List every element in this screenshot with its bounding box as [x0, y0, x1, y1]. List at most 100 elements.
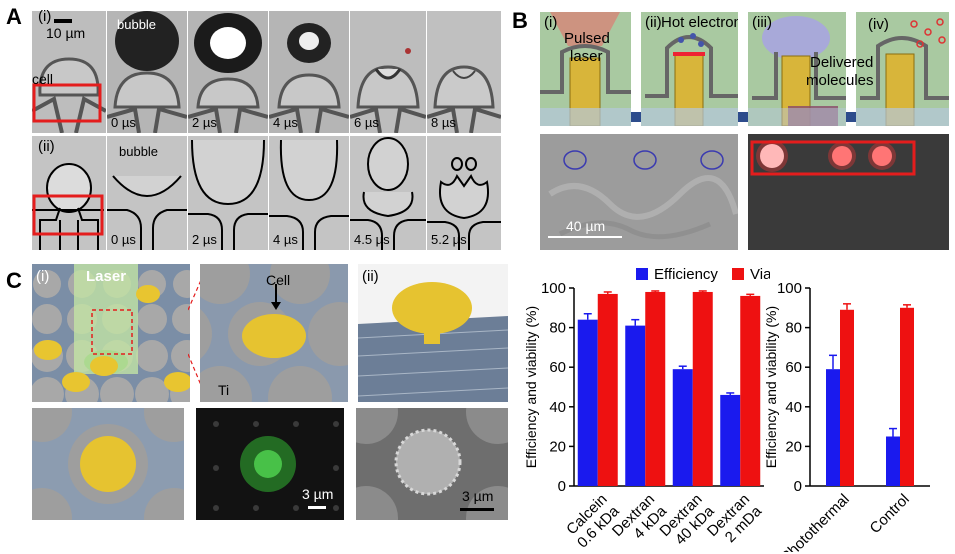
b-molecules-label: molecules [806, 72, 874, 89]
chart2-category-0-line-0: Photothermal [778, 491, 853, 552]
c-cell-label: Cell [266, 272, 291, 288]
chart2-ytick-label-0: 0 [794, 478, 802, 495]
panel-a-letter: A [6, 4, 22, 29]
b-fluorescence-image [748, 134, 949, 250]
chart1-bar-efficiency-0 [577, 319, 598, 486]
b-scale-bar [548, 236, 622, 238]
a1-time-4: 8 µs [431, 115, 456, 130]
panel-a-row1-label: (i) [38, 8, 52, 25]
c-topview-drawing [32, 408, 184, 520]
a1-frame-4us-drawing [269, 11, 349, 133]
b-laser-label: laser [570, 48, 603, 65]
b-step-2-drawing [641, 12, 738, 126]
b-step-1-label: (i) [544, 14, 558, 31]
chart2-bar-efficiency-1 [886, 436, 900, 486]
chart1-category-2: Dextran40 kDa [656, 490, 718, 552]
a1-time-0: 0 µs [111, 115, 136, 130]
b-hot-electrons-label: Hot electrons [661, 14, 738, 31]
chart1-legend-label-1: Viability [750, 266, 770, 283]
c-topview [32, 408, 184, 520]
panel-b-letter: B [512, 8, 528, 33]
c-laser-label: Laser [86, 268, 127, 285]
a1-frame-6us-drawing [350, 11, 426, 133]
a2-frame-4us-drawing [269, 139, 349, 250]
b-step-3-drawing [748, 12, 846, 126]
a1-frame-0us-drawing [107, 11, 187, 133]
a2-frame-45us: 4.5 µs [350, 136, 426, 250]
chart1-category-0: Calcein0.6 kDa [562, 490, 623, 551]
b-brightfield-image: 40 µm [540, 134, 738, 250]
a2-time-3: 4.5 µs [354, 232, 390, 247]
chart1-category-1: Dextran4 kDa [609, 490, 671, 552]
chart1-bar-efficiency-3 [720, 394, 741, 486]
a2-frame-52us-drawing [427, 157, 501, 250]
a1-scale-bar [54, 19, 72, 23]
a1-time-3: 6 µs [354, 115, 379, 130]
b-step-4: (iv) [856, 12, 949, 126]
a2-roi-box [32, 194, 104, 236]
chart2-ytick-label-1: 20 [785, 438, 802, 455]
b-step-2-label: (ii) [645, 14, 662, 31]
chart1-legend-label-0: Efficiency [654, 266, 718, 283]
c-ti-label: Ti [218, 382, 230, 398]
a1-time-1: 2 µs [192, 115, 217, 130]
chart2-bar-viability-1 [900, 307, 914, 486]
chart1-bar-viability-2 [692, 291, 713, 486]
a1-frame-8us-drawing [427, 11, 501, 133]
chart1-bar-viability-3 [740, 295, 761, 486]
a1-frame-6us: 6 µs [350, 11, 426, 133]
b-step-3-label: (iii) [752, 14, 772, 31]
panel-a-row2-label: (ii) [38, 138, 55, 155]
chart2-ytick-label-3: 60 [785, 359, 802, 376]
chart2-bar-viability-0 [840, 309, 854, 486]
a1-frame-cell-drawing [32, 11, 106, 133]
chart1-bar-viability-0 [597, 293, 618, 486]
a2-frame-2us: 2 µs [188, 136, 268, 250]
a1-frame-0us: bubble 0 µs [107, 11, 187, 133]
a2-bubble-label: bubble [119, 144, 159, 159]
b-cell-circle-3 [700, 150, 724, 170]
b-laser-cone [550, 12, 620, 46]
c-fluor-drawing [196, 408, 344, 520]
a2-time-2: 4 µs [273, 232, 298, 247]
a1-time-2: 4 µs [273, 115, 298, 130]
c-scale2-label: 3 µm [462, 488, 494, 504]
b-arrow-2 [738, 112, 748, 122]
chart1-bar-viability-1 [645, 291, 666, 486]
chart-efficiency-viability-methods: Efficiency and viability (%) 0 20 40 60 80 100… [763, 280, 930, 552]
b-fluor-box [750, 140, 916, 176]
a2-frame-0us-drawing [107, 175, 187, 250]
a2-frame-52us: 5.2 µs [427, 136, 501, 250]
chart1-ylabel: Efficiency and viability (%) [523, 306, 539, 468]
c-sub2-label: (ii) [362, 268, 379, 285]
chart1-ytick-label-1: 20 [549, 438, 566, 455]
b-step-2: (ii) Hot electrons [641, 12, 738, 126]
b-cell-circle-2 [633, 150, 657, 170]
b-cell-circle-1 [563, 150, 587, 170]
chart2-ytick-label-4: 80 [785, 320, 802, 337]
c-3d-schematic: (ii) [358, 264, 508, 402]
a2-time-1: 2 µs [192, 232, 217, 247]
a2-frame-0us: bubble 0 µs [107, 136, 187, 250]
b-delivered-label: Delivered [810, 54, 874, 71]
chart1-legend-swatch-0 [636, 268, 648, 280]
a1-scale-label: 10 µm [46, 25, 86, 41]
a1-frame-cell: 10 µm cell [32, 11, 106, 133]
b-scale-label: 40 µm [566, 218, 606, 234]
a2-frame-2us-drawing [188, 139, 268, 250]
b-step-4-label: (iv) [868, 16, 889, 33]
chart1-ytick-label-0: 0 [558, 478, 566, 495]
a1-bubble-label: bubble [117, 17, 157, 32]
a1-frame-8us: 8 µs [427, 11, 501, 133]
chart2-ytick-label-2: 40 [785, 399, 802, 416]
chart1-ytick-label-2: 40 [549, 399, 566, 416]
a2-frame-cell [32, 136, 106, 250]
chart1-bar-efficiency-1 [625, 325, 646, 486]
chart1-ytick-label-3: 60 [549, 359, 566, 376]
b-step-3: (iii) [748, 12, 846, 126]
c-fluorescence-image: 3 µm [196, 408, 344, 520]
a1-frame-4us: 4 µs [269, 11, 349, 133]
c-laser-schematic-drawing [32, 264, 190, 402]
a1-frame-2us-drawing [188, 11, 268, 133]
c-sem-drawing [356, 408, 508, 520]
